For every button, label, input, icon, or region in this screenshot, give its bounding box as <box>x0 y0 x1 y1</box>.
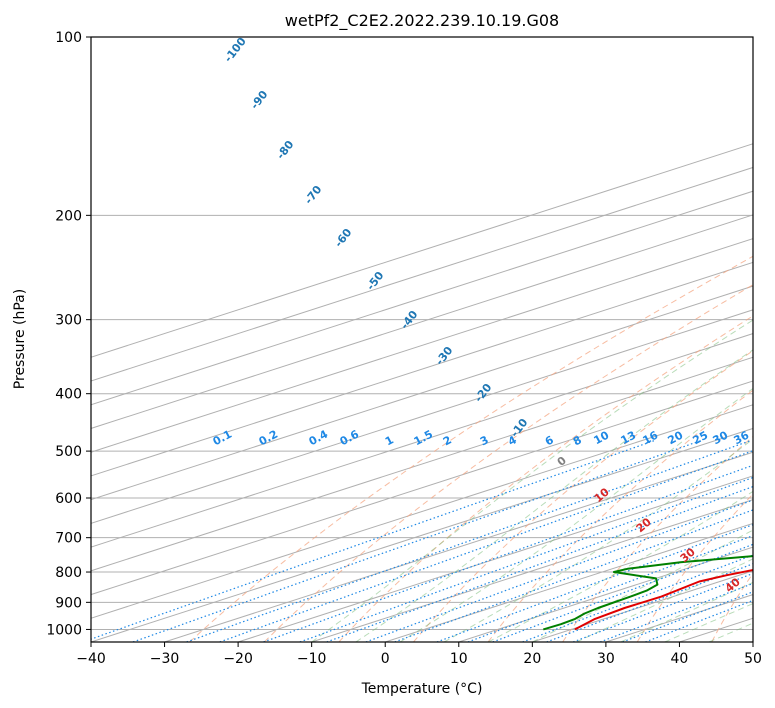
moist-adiabat <box>443 438 753 642</box>
x-tick-label: −20 <box>223 651 253 667</box>
x-tick-label: 30 <box>597 651 615 667</box>
isotherm-gridline <box>91 404 753 619</box>
plot-frame <box>90 36 754 643</box>
isotherm-gridline <box>91 190 753 406</box>
mixing-ratio-line <box>186 440 751 642</box>
mixing-ratio-line <box>132 440 702 642</box>
moist-adiabat <box>311 319 753 642</box>
y-axis-label: Pressure (hPa) <box>12 289 28 389</box>
y-tick-label: 700 <box>55 531 82 547</box>
x-tick-label: −10 <box>297 651 327 667</box>
mixing-ratio-line <box>326 485 753 642</box>
isotherm-gridline <box>91 285 753 501</box>
y-tick-label: 800 <box>55 565 82 581</box>
isotherm-gridline <box>91 143 753 358</box>
axes: −40 −30 −20 −10 0 10 20 30 40 50 100 200 300 400 500 60… <box>46 30 762 667</box>
mixing-ratio-line <box>365 499 753 642</box>
moist-adiabat <box>620 581 753 642</box>
isotherm-gridline <box>91 238 753 453</box>
isotherm-gridline <box>91 166 753 382</box>
x-axis-label: Temperature (°C) <box>361 681 483 697</box>
mixing-ratio-line <box>492 543 753 642</box>
chart-title: wetPf2_C2E2.2022.239.10.19.G08 <box>285 11 559 31</box>
x-tick-label: 50 <box>744 651 762 667</box>
y-tick-label: 500 <box>55 444 82 460</box>
mixing-ratio-label: 30 <box>711 428 731 447</box>
isotherm-gridline <box>164 451 753 642</box>
isotherm-gridline <box>237 475 753 642</box>
isotherm-gridline <box>311 499 753 642</box>
isotherm-gridline <box>91 261 753 477</box>
x-tick-label: −40 <box>76 651 106 667</box>
isotherm-gridline <box>385 522 753 642</box>
isotherm-gridline <box>91 309 753 524</box>
mixing-ratio-line <box>572 572 753 642</box>
x-tick-label: −30 <box>150 651 180 667</box>
y-tick-label: 100 <box>55 30 82 46</box>
mixing-ratio-line <box>546 563 753 642</box>
dewpoint-profile <box>543 555 753 631</box>
mixing-ratio-label: 36 <box>732 428 752 447</box>
mixing-ratio-line <box>599 582 753 642</box>
isotherm-gridline <box>91 427 753 642</box>
mixing-ratio-label: 10 <box>592 428 612 447</box>
dry-adiabat <box>487 389 753 642</box>
dry-adiabat <box>263 284 753 642</box>
x-tick-label: 10 <box>450 651 468 667</box>
x-tick-label: 0 <box>381 651 390 667</box>
plot-area <box>91 37 753 642</box>
mixing-ratio-line <box>91 440 655 640</box>
mixing-ratio-line <box>219 450 753 642</box>
y-tick-label: 1000 <box>46 622 82 638</box>
isotherm-gridline <box>91 380 753 596</box>
y-tick-label: 200 <box>55 208 82 224</box>
mixing-ratio-label: 20 <box>666 428 686 447</box>
isotherm-gridline <box>91 214 753 429</box>
isotherm-gridline <box>91 333 753 548</box>
x-tick-label: 40 <box>671 651 689 667</box>
y-tick-label: 600 <box>55 491 82 507</box>
moist-adiabat <box>532 529 753 642</box>
mixing-ratio-line <box>467 534 753 642</box>
mixing-ratio-label: 25 <box>691 429 711 448</box>
mixing-ratio-label: 13 <box>619 429 639 448</box>
mixing-ratio-line <box>522 554 753 642</box>
y-tick-label: 400 <box>55 387 82 403</box>
x-tick-label: 20 <box>523 651 541 667</box>
y-tick-label: 900 <box>55 595 82 611</box>
y-tick-label: 300 <box>55 313 82 329</box>
dry-adiabat <box>636 493 753 642</box>
mixing-ratio-label: 16 <box>641 428 661 447</box>
mixing-ratio-line <box>263 464 753 642</box>
isotherm-gridline <box>91 356 753 572</box>
moist-adiabat <box>399 387 753 642</box>
